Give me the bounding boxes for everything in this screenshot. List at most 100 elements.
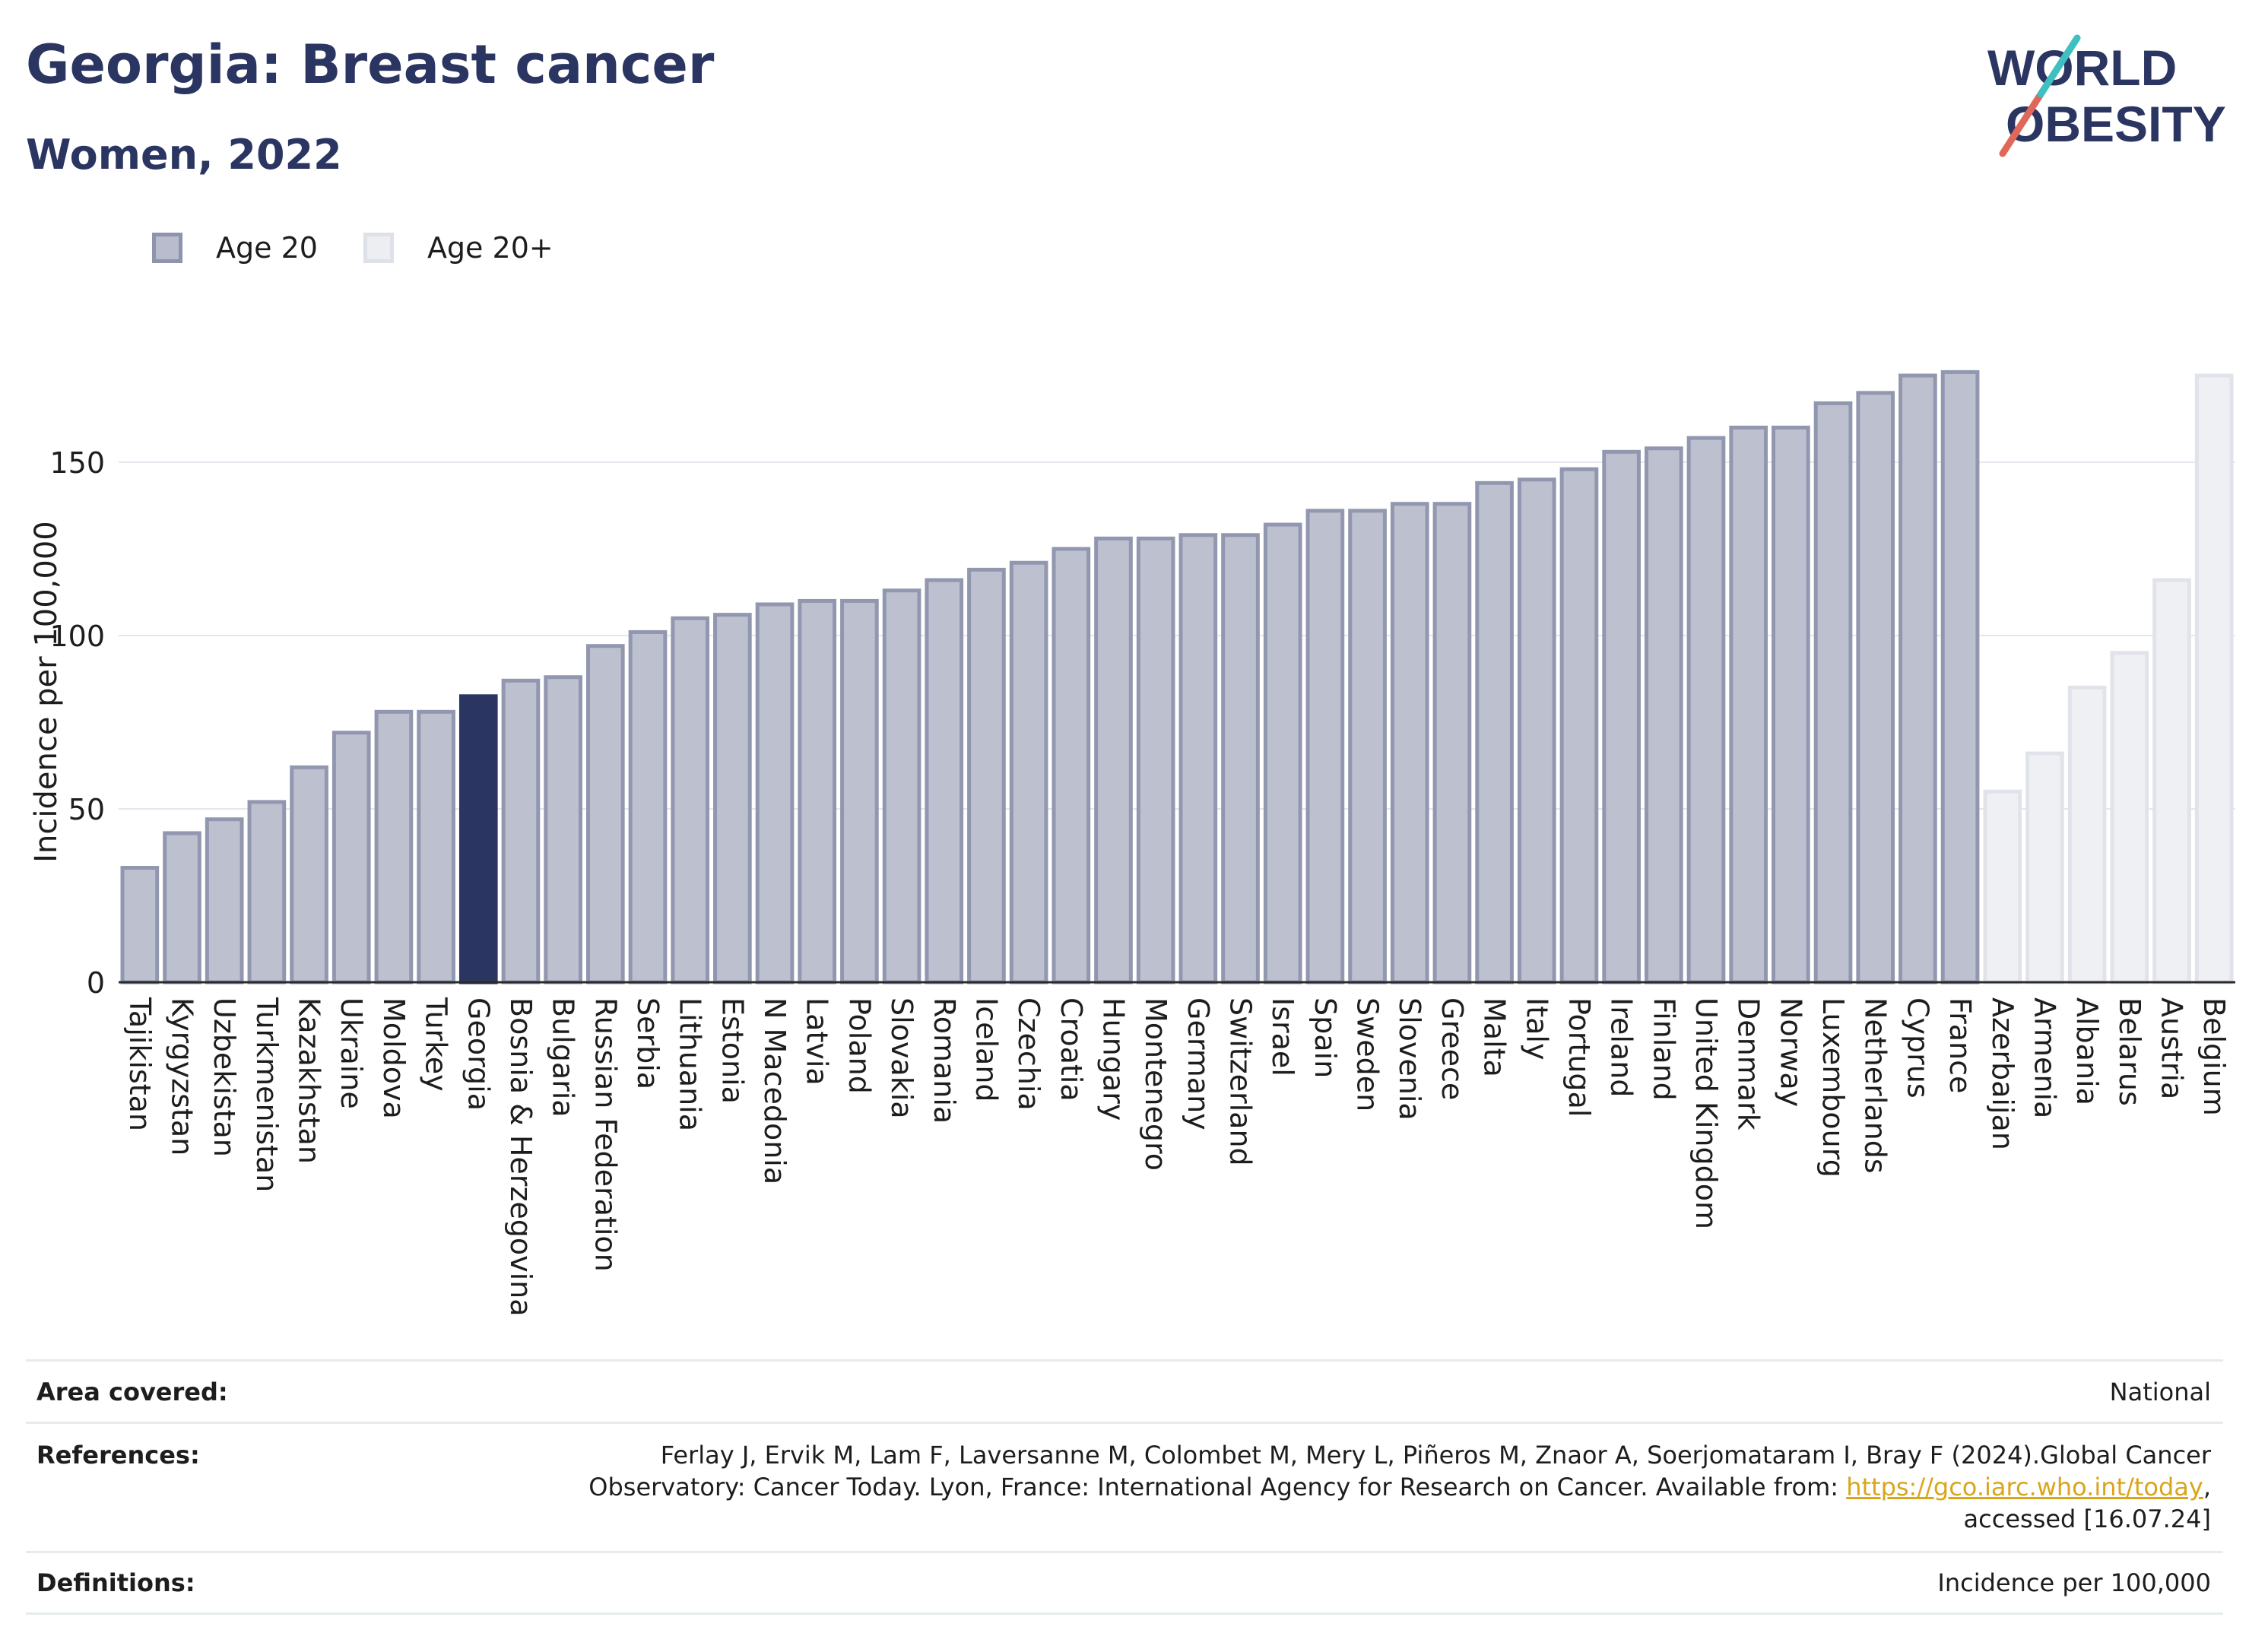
bar-greece xyxy=(1432,502,1472,985)
x-tick-label: Kazakhstan xyxy=(293,997,326,1164)
x-tick-label: Tajikistan xyxy=(123,997,157,1131)
chart-legend: Age 20 Age 20+ xyxy=(152,225,599,271)
x-tick-label: Norway xyxy=(1774,997,1807,1107)
bar-france xyxy=(1940,369,1980,985)
logo-line2: OBESITY xyxy=(2006,96,2226,152)
x-tick-label: Romania xyxy=(928,997,961,1124)
info-row-definitions: Definitions: Incidence per 100,000 xyxy=(26,1551,2223,1615)
bar-turkmenistan xyxy=(247,800,287,985)
x-tick-label: Uzbekistan xyxy=(208,997,241,1157)
bar-romania xyxy=(925,578,964,985)
page-title: Georgia: Breast cancer xyxy=(26,33,715,96)
y-tick-labels: 0 50 100 150 xyxy=(49,446,105,1000)
y-axis-label: Incidence per 100,000 xyxy=(29,521,64,863)
x-tick-label: Israel xyxy=(1266,997,1299,1076)
bar-malta xyxy=(1475,480,1514,985)
x-tick-label: Azerbaijan xyxy=(1986,997,2019,1150)
x-tick-label: Russian Federation xyxy=(588,997,622,1272)
x-tick-label: Croatia xyxy=(1055,997,1088,1102)
x-tick-label: Portugal xyxy=(1562,997,1596,1117)
bar-bosnia-herzegovina xyxy=(501,678,541,985)
references-line1: Ferlay J, Ervik M, Lam F, Laversanne M, … xyxy=(660,1441,2211,1470)
legend-swatch-age20plus xyxy=(363,233,394,263)
x-tick-label: Germany xyxy=(1182,997,1215,1130)
bar-poland xyxy=(840,598,879,985)
bar-israel xyxy=(1263,522,1302,985)
bar-belgium xyxy=(2194,373,2234,985)
x-tick-label: Georgia xyxy=(462,997,495,1111)
x-tick-label: Malta xyxy=(1478,997,1511,1077)
x-tick-label: Moldova xyxy=(377,997,411,1119)
x-tick-label: France xyxy=(1943,997,1977,1093)
definitions-label: Definitions: xyxy=(36,1568,195,1597)
bar-belarus xyxy=(2110,651,2149,985)
bar-estonia xyxy=(713,613,752,985)
bar-austria xyxy=(2152,578,2191,985)
x-tick-label: Switzerland xyxy=(1224,997,1258,1166)
bar-united-kingdom xyxy=(1686,436,1726,985)
bar-cyprus xyxy=(1898,373,1937,985)
references-link[interactable]: https://gco.iarc.who.int/today xyxy=(1846,1473,2203,1501)
bar-hungary xyxy=(1094,536,1133,985)
y-tick-label: 100 xyxy=(49,620,105,653)
bar-croatia xyxy=(1052,547,1091,985)
x-tick-label: Kyrgyzstan xyxy=(166,997,199,1156)
x-tick-label: Sweden xyxy=(1351,997,1385,1111)
legend-item-age20[interactable]: Age 20 xyxy=(152,231,318,265)
x-tick-label: Turkmenistan xyxy=(250,997,284,1192)
bar-montenegro xyxy=(1136,536,1175,985)
area-label: Area covered: xyxy=(36,1377,228,1406)
page-subtitle: Women, 2022 xyxy=(26,131,342,179)
bars xyxy=(119,369,2235,985)
bar-uzbekistan xyxy=(205,817,244,985)
references-line3: accessed [16.07.24] xyxy=(1963,1505,2211,1533)
x-tick-label: Serbia xyxy=(631,997,665,1089)
x-tick-label: Armenia xyxy=(2028,997,2061,1118)
bar-slovenia xyxy=(1390,502,1429,985)
bar-norway xyxy=(1772,425,1810,985)
legend-item-age20plus[interactable]: Age 20+ xyxy=(363,231,554,265)
x-tick-label: Luxembourg xyxy=(1816,997,1850,1178)
x-tick-label: Bosnia & Herzegovina xyxy=(504,997,538,1317)
bar-lithuania xyxy=(671,616,710,985)
y-tick-label: 50 xyxy=(68,793,105,826)
logo-line1: WORLD xyxy=(1987,40,2177,96)
references-line2: Observatory: Cancer Today. Lyon, France:… xyxy=(588,1471,2211,1503)
y-tick-label: 0 xyxy=(87,966,105,1000)
x-tick-label: N Macedonia xyxy=(758,997,791,1184)
x-tick-label: Bulgaria xyxy=(547,997,580,1118)
definitions-value: Incidence per 100,000 xyxy=(1937,1568,2211,1597)
legend-label-age20plus: Age 20+ xyxy=(427,231,554,265)
bar-georgia xyxy=(458,694,498,985)
bar-germany xyxy=(1178,533,1218,985)
x-tick-label: Slovenia xyxy=(1393,997,1426,1121)
info-row-area: Area covered: National xyxy=(26,1359,2223,1422)
x-tick-label: Turkey xyxy=(420,997,453,1092)
bar-denmark xyxy=(1729,425,1768,985)
bar-moldova xyxy=(374,709,414,985)
x-tick-label: Estonia xyxy=(715,997,749,1104)
x-tick-label: Netherlands xyxy=(1859,997,1892,1174)
bar-finland xyxy=(1644,446,1683,985)
x-tick-label: Belarus xyxy=(2113,997,2146,1106)
bar-ireland xyxy=(1602,449,1641,985)
x-tick-label: Czechia xyxy=(1012,997,1045,1111)
x-tick-label: Ireland xyxy=(1605,997,1638,1097)
logo-slash-teal xyxy=(2037,34,2081,98)
bar-albania xyxy=(2067,685,2107,985)
bar-bulgaria xyxy=(544,675,582,985)
bar-italy xyxy=(1517,477,1556,985)
x-tick-labels: Tajikistan Kyrgyzstan Uzbekistan Turkmenist… xyxy=(123,997,2231,1317)
bar-armenia xyxy=(2025,751,2064,985)
y-tick-label: 150 xyxy=(49,446,105,480)
references-line2-end: , xyxy=(2203,1473,2211,1501)
references-line2-text: Observatory: Cancer Today. Lyon, France:… xyxy=(588,1473,1847,1501)
bar-netherlands xyxy=(1856,391,1895,985)
bar-n-macedonia xyxy=(755,602,795,985)
logo-slash-red xyxy=(1999,90,2044,157)
x-tick-label: Cyprus xyxy=(1901,997,1934,1099)
bar-kazakhstan xyxy=(290,765,328,985)
x-tick-label: Denmark xyxy=(1732,997,1765,1130)
legend-swatch-age20 xyxy=(152,233,182,263)
references-label: References: xyxy=(36,1441,200,1470)
